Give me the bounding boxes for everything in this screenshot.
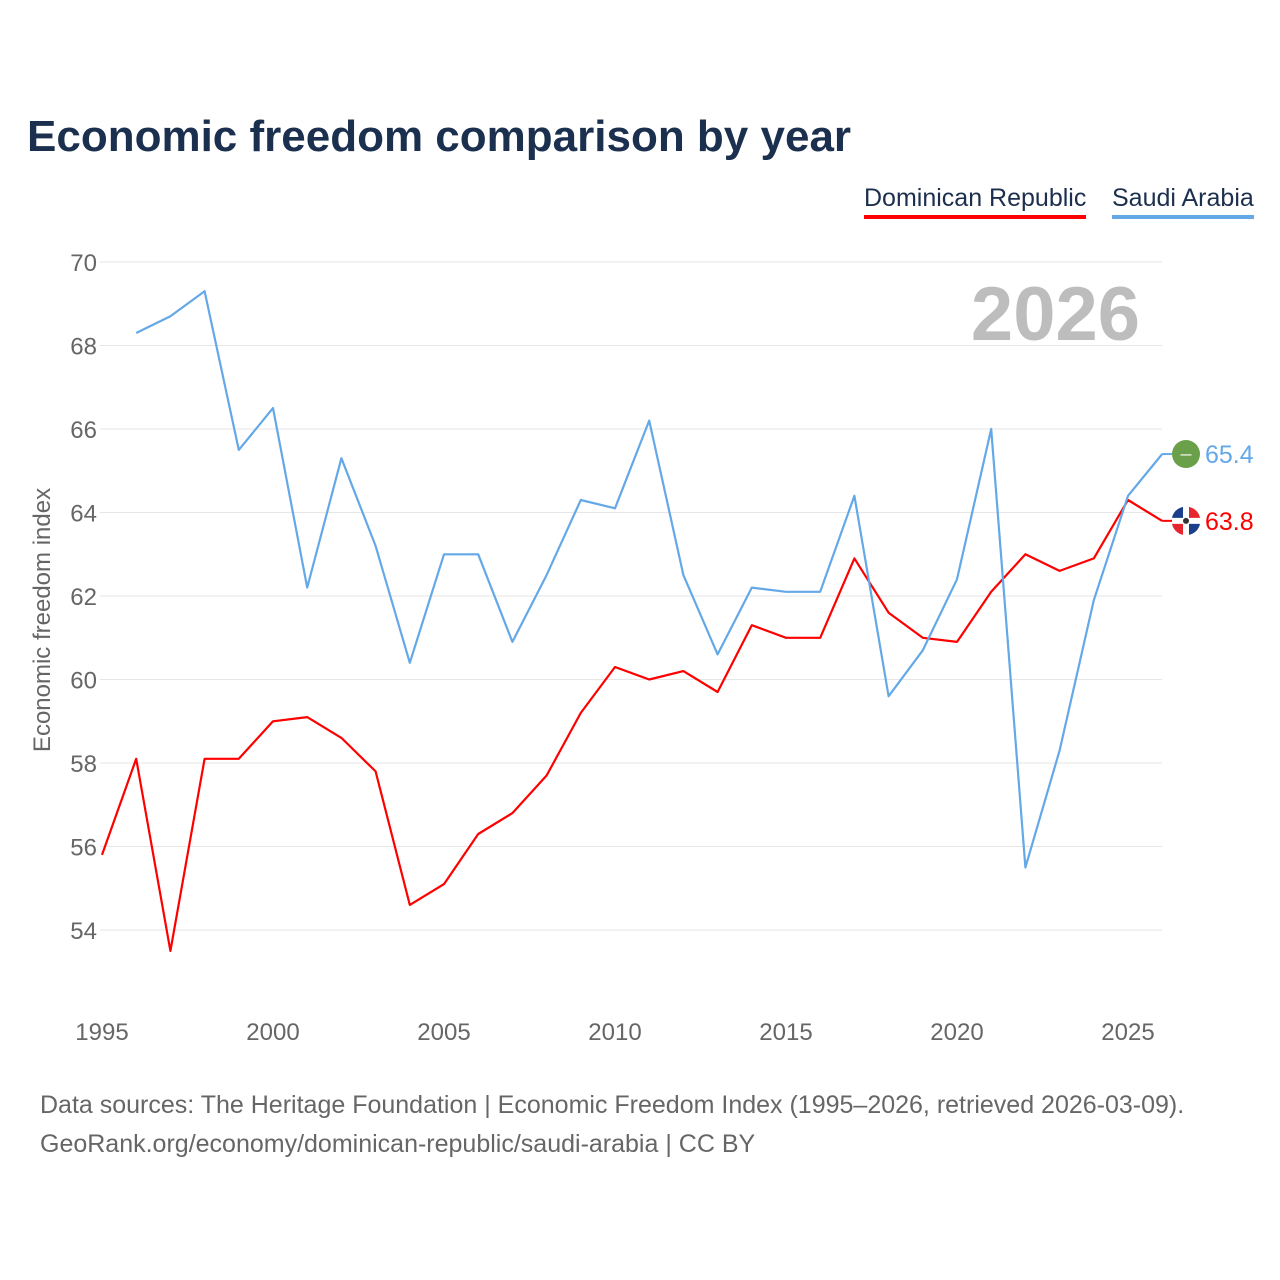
y-tick-label: 62 [70, 584, 97, 611]
legend-saudi-arabia[interactable]: Saudi Arabia [1112, 184, 1254, 219]
y-tick-label: 68 [70, 334, 97, 361]
x-tick-label: 2020 [930, 1019, 983, 1046]
y-tick-label: 54 [70, 918, 97, 945]
flag-quadrant [1189, 506, 1200, 518]
x-tick-label: 2025 [1101, 1019, 1154, 1046]
y-tick-label: 56 [70, 835, 97, 862]
flag-quadrant [1189, 523, 1200, 535]
x-tick-label: 2010 [588, 1019, 641, 1046]
source-note: Data sources: The Heritage Foundation | … [40, 1086, 1184, 1164]
x-tick-label: 2005 [417, 1019, 470, 1046]
y-axis-label: Economic freedom index [29, 488, 56, 752]
x-tick-label: 2000 [246, 1019, 299, 1046]
x-tick-label: 2015 [759, 1019, 812, 1046]
saudi-arabia-flag-icon [1172, 440, 1200, 469]
flag-quadrant [1172, 523, 1183, 535]
y-tick-label: 70 [70, 250, 97, 277]
legend-dominican-republic[interactable]: Dominican Republic [864, 184, 1087, 219]
end-value-label: 65.4 [1205, 441, 1254, 469]
y-tick-label: 60 [70, 668, 97, 695]
y-tick-label: 66 [70, 417, 97, 444]
flag-emblem [1183, 517, 1189, 524]
x-tick-label: 1995 [75, 1019, 128, 1046]
source-line-2[interactable]: GeoRank.org/economy/dominican-republic/s… [40, 1130, 756, 1158]
y-tick-label: 58 [70, 751, 97, 778]
flag-quadrant [1172, 506, 1183, 518]
series-line-saudi-arabia [135, 290, 1164, 869]
series-line-dominican-republic [100, 498, 1163, 953]
end-value-label: 63.8 [1205, 508, 1254, 536]
y-tick-label: 64 [70, 501, 97, 528]
saudi-arabia-flag-emblem-icon: — [1181, 449, 1192, 461]
year-watermark: 2026 [971, 272, 1140, 357]
chart-title: Economic freedom comparison by year [27, 112, 852, 161]
source-line-1: Data sources: The Heritage Foundation | … [40, 1091, 1185, 1119]
